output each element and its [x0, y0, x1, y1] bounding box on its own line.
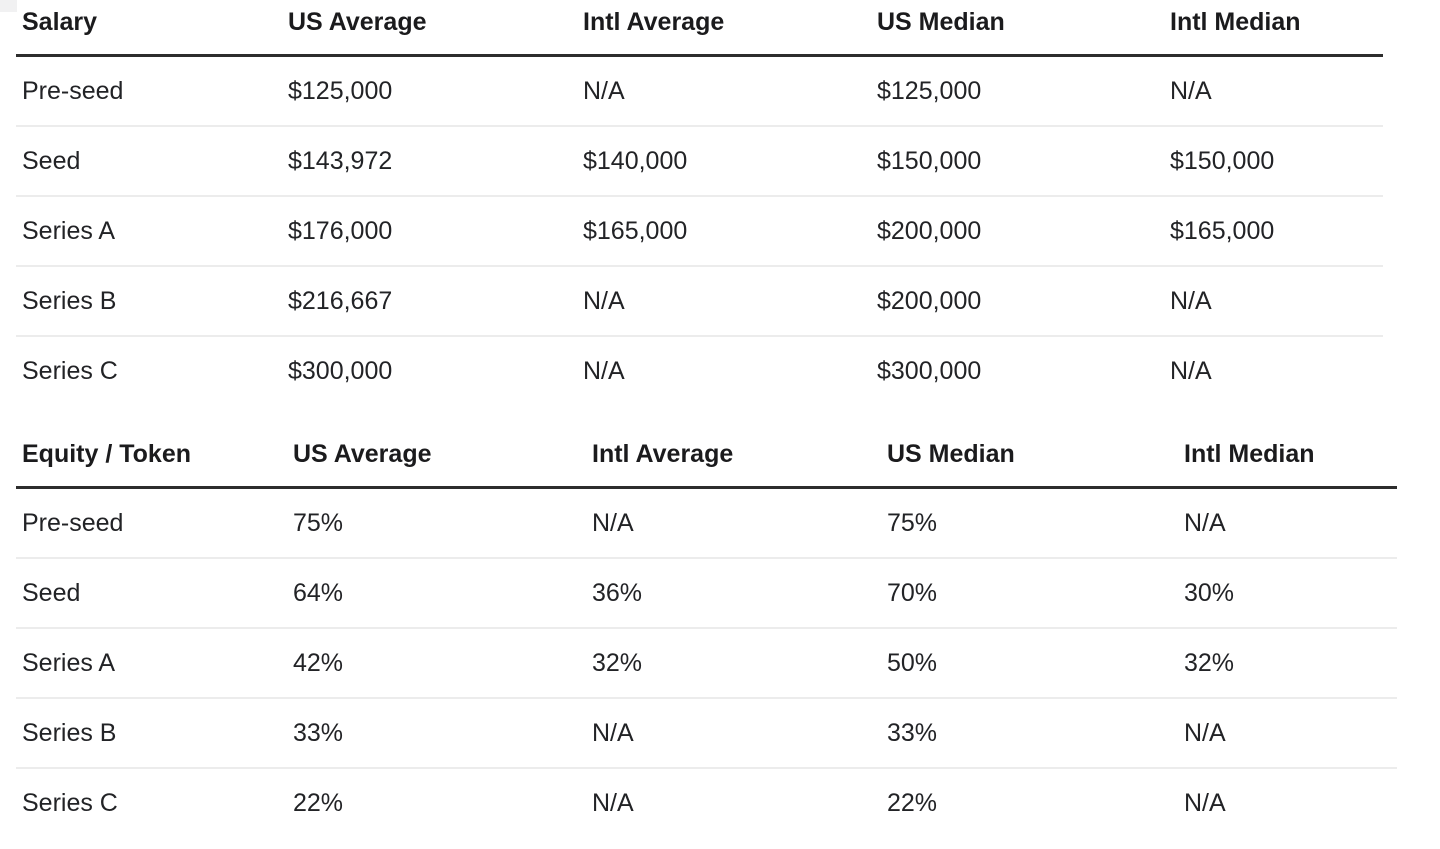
table-cell: 70%: [881, 557, 1178, 628]
column-header-intl-average: Intl Average: [577, 0, 871, 57]
table-cell: 50%: [881, 627, 1178, 698]
column-header-us-median: US Median: [871, 0, 1164, 57]
salary-table-header-row: Salary US Average Intl Average US Median…: [16, 0, 1383, 57]
table-row-pre-seed: Pre-seed 75% N/A 75% N/A: [16, 488, 1397, 559]
table-cell: 33%: [881, 697, 1178, 768]
page-corner-artifact: [0, 0, 17, 12]
table-cell: $200,000: [871, 265, 1164, 336]
table-cell: 22%: [881, 767, 1178, 837]
row-label: Series C: [16, 335, 282, 405]
column-header-us-average: US Average: [287, 432, 586, 489]
table-cell: 30%: [1178, 557, 1397, 628]
table-row-seed: Seed 64% 36% 70% 30%: [16, 557, 1397, 628]
equity-token-table: Equity / Token US Average Intl Average U…: [16, 432, 1397, 837]
table-cell: N/A: [1170, 76, 1212, 105]
row-label: Series B: [16, 265, 282, 336]
column-header-us-average: US Average: [282, 0, 577, 57]
table-cell: $150,000: [871, 125, 1164, 196]
row-label: Series B: [16, 697, 287, 768]
table-cell: N/A: [586, 767, 881, 837]
table-cell: 75%: [887, 508, 938, 537]
column-header-intl-median: Intl Median: [1164, 0, 1383, 57]
row-label: Seed: [16, 125, 282, 196]
column-header-intl-median: Intl Median: [1178, 432, 1397, 489]
row-label: Series A: [16, 627, 287, 698]
table-cell: N/A: [586, 697, 881, 768]
table-cell: $150,000: [1164, 125, 1383, 196]
table-cell: N/A: [1178, 767, 1397, 837]
table-cell: N/A: [577, 265, 871, 336]
table-cell: 33%: [287, 697, 586, 768]
row-label: Series C: [16, 767, 287, 837]
column-header-equity-token: Equity / Token: [16, 432, 287, 489]
table-row-series-c: Series C 22% N/A 22% N/A: [16, 767, 1397, 837]
table-row-seed: Seed $143,972 $140,000 $150,000 $150,000: [16, 125, 1383, 196]
table-cell: 36%: [586, 557, 881, 628]
table-row-series-b: Series B $216,667 N/A $200,000 N/A: [16, 265, 1383, 336]
row-label: Pre-seed: [22, 508, 124, 537]
table-cell: $125,000: [877, 76, 982, 105]
row-label: Seed: [16, 557, 287, 628]
column-header-us-median: US Median: [881, 432, 1178, 489]
table-row-series-c: Series C $300,000 N/A $300,000 N/A: [16, 335, 1383, 405]
table-cell: $200,000: [871, 195, 1164, 266]
table-cell: N/A: [1164, 335, 1383, 405]
table-cell: $300,000: [871, 335, 1164, 405]
table-cell: $125,000: [288, 76, 393, 105]
table-row-series-a: Series A 42% 32% 50% 32%: [16, 627, 1397, 698]
equity-token-table-header-row: Equity / Token US Average Intl Average U…: [16, 432, 1397, 489]
table-cell: $216,667: [282, 265, 577, 336]
column-header-salary: Salary: [16, 0, 282, 57]
table-cell: N/A: [1164, 265, 1383, 336]
table-cell: $300,000: [282, 335, 577, 405]
table-cell: 75%: [293, 508, 344, 537]
table-cell: $140,000: [577, 125, 871, 196]
table-cell: $165,000: [1164, 195, 1383, 266]
table-cell: N/A: [592, 508, 634, 537]
table-cell: N/A: [583, 76, 625, 105]
table-cell: N/A: [577, 335, 871, 405]
row-label: Series A: [16, 195, 282, 266]
salary-table: Salary US Average Intl Average US Median…: [16, 0, 1383, 405]
table-cell: $143,972: [282, 125, 577, 196]
table-cell: 42%: [287, 627, 586, 698]
table-cell: N/A: [1184, 508, 1226, 537]
table-row-pre-seed: Pre-seed $125,000 N/A $125,000 N/A: [16, 56, 1383, 127]
table-row-series-b: Series B 33% N/A 33% N/A: [16, 697, 1397, 768]
table-row-series-a: Series A $176,000 $165,000 $200,000 $165…: [16, 195, 1383, 266]
table-cell: 32%: [1178, 627, 1397, 698]
table-cell: $165,000: [577, 195, 871, 266]
table-cell: 22%: [287, 767, 586, 837]
table-cell: 32%: [586, 627, 881, 698]
table-cell: $176,000: [282, 195, 577, 266]
column-header-intl-average: Intl Average: [586, 432, 881, 489]
table-cell: N/A: [1178, 697, 1397, 768]
row-label: Pre-seed: [22, 76, 124, 105]
table-cell: 64%: [287, 557, 586, 628]
